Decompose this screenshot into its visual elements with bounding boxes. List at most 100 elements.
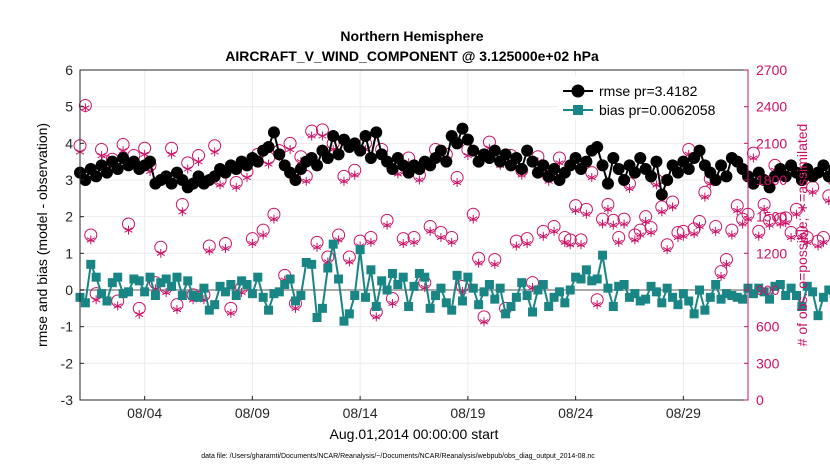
rmse-point bbox=[251, 155, 264, 168]
obs-assimilated-point bbox=[571, 206, 580, 216]
obs-assimilated-point bbox=[232, 182, 241, 192]
obs-assimilated-point bbox=[436, 232, 446, 242]
obs-assimilated-point bbox=[194, 157, 203, 167]
bias-point bbox=[705, 292, 715, 302]
right-tick-label: 2400 bbox=[756, 99, 787, 115]
rmse-point bbox=[111, 163, 124, 175]
bias-point bbox=[549, 292, 559, 302]
obs-assimilated-point bbox=[668, 202, 677, 212]
rmse-point bbox=[386, 163, 399, 175]
obs-assimilated-point bbox=[566, 240, 575, 250]
obs-assimilated-point bbox=[603, 204, 613, 214]
bias-point bbox=[431, 291, 441, 300]
obs-assimilated-point bbox=[92, 295, 101, 305]
bias-point bbox=[371, 302, 381, 311]
bias-point bbox=[695, 285, 705, 295]
obs-assimilated-point bbox=[205, 246, 214, 256]
obs-assimilated-point bbox=[738, 219, 747, 229]
bias-point bbox=[495, 283, 505, 293]
obs-assimilated-point bbox=[350, 170, 359, 180]
rmse-point bbox=[262, 141, 275, 153]
obs-assimilated-point bbox=[630, 235, 640, 245]
obs-assimilated-point bbox=[259, 230, 268, 240]
bias-point bbox=[554, 287, 564, 297]
bias-point bbox=[592, 274, 602, 284]
rmse-point bbox=[456, 122, 469, 135]
obs-assimilated-point bbox=[248, 239, 257, 249]
obs-assimilated-point bbox=[447, 237, 456, 247]
x-tick-label: 08/09 bbox=[235, 405, 270, 421]
obs-assimilated-point bbox=[415, 175, 424, 185]
rmse-point bbox=[569, 152, 582, 164]
rmse-point bbox=[526, 155, 539, 168]
bias-point bbox=[576, 274, 586, 284]
rmse-point bbox=[661, 174, 674, 186]
bias-point bbox=[802, 281, 812, 291]
bias-point bbox=[484, 280, 494, 289]
bias-point bbox=[738, 294, 748, 304]
bias-point bbox=[355, 245, 365, 255]
obs-assimilated-point bbox=[689, 229, 699, 239]
right-tick-label: 1800 bbox=[756, 172, 787, 188]
rmse-point bbox=[591, 141, 604, 153]
legend-rmse-marker bbox=[571, 84, 585, 98]
bias-point bbox=[544, 302, 554, 311]
obs-assimilated-point bbox=[749, 153, 758, 163]
obs-assimilated-point bbox=[210, 147, 219, 157]
left-tick-label: 3 bbox=[65, 172, 73, 188]
rmse-point bbox=[165, 177, 178, 190]
bias-point bbox=[571, 272, 581, 282]
bias-point bbox=[183, 276, 193, 286]
bias-point bbox=[307, 259, 317, 269]
rmse-point bbox=[510, 152, 523, 164]
bias-point bbox=[711, 280, 721, 289]
bias-point bbox=[118, 289, 128, 299]
obs-assimilated-point bbox=[760, 204, 769, 214]
obs-assimilated-point bbox=[156, 248, 165, 258]
bias-point bbox=[339, 316, 349, 326]
bias-point bbox=[668, 292, 678, 302]
rmse-point bbox=[79, 174, 92, 186]
bias-point bbox=[781, 291, 791, 300]
bias-point bbox=[517, 278, 527, 288]
bias-point bbox=[775, 280, 785, 289]
rmse-point bbox=[311, 159, 324, 172]
obs-assimilated-point bbox=[598, 219, 607, 229]
rmse-point bbox=[321, 152, 334, 164]
rmse-point bbox=[537, 159, 550, 172]
obs-assimilated-point bbox=[700, 192, 710, 202]
obs-assimilated-point bbox=[140, 149, 149, 159]
obs-assimilated-point bbox=[539, 231, 548, 241]
bias-point bbox=[301, 258, 311, 267]
chart-title: Northern Hemisphere bbox=[340, 28, 483, 44]
bias-point bbox=[425, 303, 435, 313]
obs-assimilated-point bbox=[469, 214, 478, 224]
rmse-series bbox=[74, 122, 830, 201]
obs-assimilated-point bbox=[409, 237, 419, 247]
rmse-point bbox=[715, 159, 728, 172]
obs-assimilated-point bbox=[549, 226, 559, 236]
bias-point bbox=[91, 272, 101, 282]
obs-assimilated-point bbox=[172, 305, 182, 315]
bias-point bbox=[689, 309, 699, 319]
data-file-footer: data file: /Users/gharamti/Documents/NCA… bbox=[201, 453, 595, 460]
obs-assimilated-point bbox=[124, 225, 133, 235]
bias-point bbox=[237, 276, 247, 286]
bias-point bbox=[759, 287, 769, 297]
obs-assimilated-point bbox=[318, 131, 327, 141]
bias-point bbox=[253, 272, 263, 282]
bias-point bbox=[102, 296, 112, 306]
bias-point bbox=[457, 296, 467, 306]
obs-assimilated-point bbox=[722, 259, 731, 269]
obs-assimilated-point bbox=[242, 173, 252, 183]
obs-assimilated-point bbox=[366, 237, 376, 247]
rmse-point bbox=[655, 188, 668, 201]
bias-point bbox=[258, 292, 268, 302]
bias-point bbox=[651, 287, 661, 297]
rmse-point bbox=[618, 174, 631, 186]
bias-point bbox=[161, 274, 171, 284]
bias-point bbox=[727, 291, 737, 300]
x-tick-label: 08/24 bbox=[558, 405, 593, 421]
right-tick-label: 1500 bbox=[756, 209, 787, 225]
